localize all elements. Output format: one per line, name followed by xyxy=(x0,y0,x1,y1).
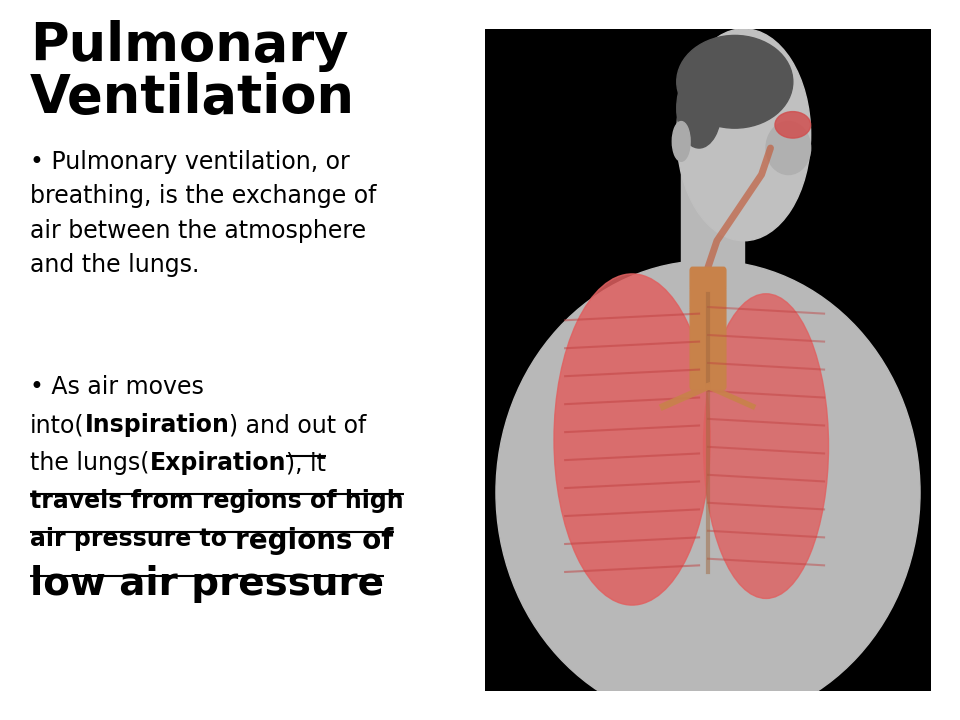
Text: Expiration: Expiration xyxy=(150,451,286,475)
Text: into(: into( xyxy=(30,413,84,437)
Text: Inspiration: Inspiration xyxy=(84,413,229,437)
Ellipse shape xyxy=(775,112,810,138)
Text: low air pressure: low air pressure xyxy=(30,565,384,603)
Bar xyxy=(682,161,744,294)
Text: the lungs(: the lungs( xyxy=(30,451,150,475)
Ellipse shape xyxy=(672,122,690,161)
Text: travels from regions of high: travels from regions of high xyxy=(30,489,403,513)
Ellipse shape xyxy=(677,68,721,148)
FancyBboxPatch shape xyxy=(690,327,726,350)
Text: Ventilation: Ventilation xyxy=(30,72,355,124)
Ellipse shape xyxy=(552,459,864,720)
Text: Pulmonary: Pulmonary xyxy=(30,20,348,72)
FancyBboxPatch shape xyxy=(690,366,726,390)
Text: ) and out of: ) and out of xyxy=(229,413,367,437)
FancyBboxPatch shape xyxy=(690,307,726,330)
Ellipse shape xyxy=(677,35,793,128)
Ellipse shape xyxy=(554,274,710,605)
Text: regions of: regions of xyxy=(235,527,394,555)
Ellipse shape xyxy=(704,294,828,598)
FancyBboxPatch shape xyxy=(690,347,726,370)
Ellipse shape xyxy=(496,261,920,720)
FancyBboxPatch shape xyxy=(690,267,726,290)
Ellipse shape xyxy=(677,29,810,240)
Ellipse shape xyxy=(766,122,810,174)
Text: air pressure to: air pressure to xyxy=(30,527,235,551)
Text: ), it: ), it xyxy=(286,451,325,475)
Text: • As air moves: • As air moves xyxy=(30,375,204,399)
FancyBboxPatch shape xyxy=(690,287,726,310)
Text: • Pulmonary ventilation, or
breathing, is the exchange of
air between the atmosp: • Pulmonary ventilation, or breathing, i… xyxy=(30,150,376,277)
